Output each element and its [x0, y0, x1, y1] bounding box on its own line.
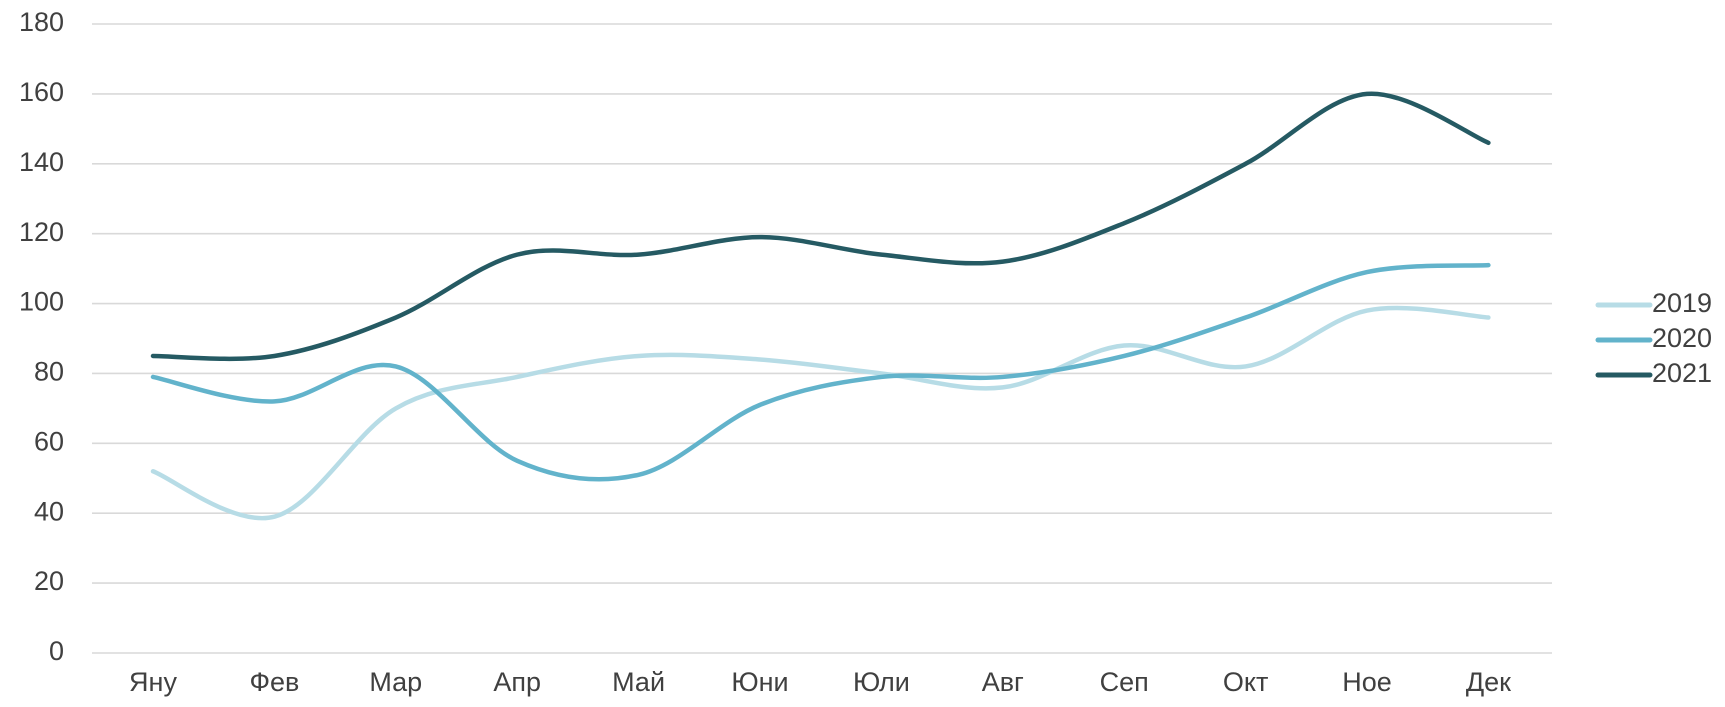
- y-tick-label: 100: [19, 287, 64, 317]
- gridlines: [92, 23, 1552, 654]
- y-tick-label: 80: [34, 357, 64, 387]
- x-tick-label: Апр: [493, 667, 541, 697]
- x-axis: Яну Фев Мар Апр Май Юни Юли Авг Сеп Окт Ное Дек: [129, 667, 1511, 697]
- series-line-2021: [150, 91, 1491, 362]
- legend-label: 2020: [1652, 323, 1712, 353]
- series-line-2019: [150, 305, 1491, 521]
- y-tick-label: 40: [34, 496, 64, 526]
- x-tick-label: Фев: [249, 667, 299, 697]
- y-tick-label: 20: [34, 566, 64, 596]
- y-tick-label: 0: [49, 636, 64, 666]
- x-tick-label: Юли: [853, 667, 910, 697]
- y-tick-label: 180: [19, 7, 64, 37]
- x-tick-label: Сеп: [1100, 667, 1149, 697]
- series-line-2020: [150, 262, 1491, 482]
- x-tick-label: Ное: [1342, 667, 1392, 697]
- legend-label: 2021: [1652, 358, 1712, 388]
- y-tick-label: 60: [34, 426, 64, 456]
- y-tick-label: 140: [19, 147, 64, 177]
- legend: 2019 2020 2021: [1595, 288, 1712, 388]
- x-tick-label: Окт: [1223, 667, 1268, 697]
- y-axis: 0 20 40 60 80 100 120 140 160 180: [19, 7, 64, 666]
- legend-label: 2019: [1652, 288, 1712, 318]
- series-lines: [150, 91, 1491, 521]
- y-tick-label: 120: [19, 217, 64, 247]
- x-tick-label: Дек: [1466, 667, 1511, 697]
- x-tick-label: Яну: [129, 667, 177, 697]
- x-tick-label: Авг: [982, 667, 1024, 697]
- y-tick-label: 160: [19, 77, 64, 107]
- x-tick-label: Мар: [369, 667, 422, 697]
- x-tick-label: Май: [612, 667, 665, 697]
- x-tick-label: Юни: [731, 667, 788, 697]
